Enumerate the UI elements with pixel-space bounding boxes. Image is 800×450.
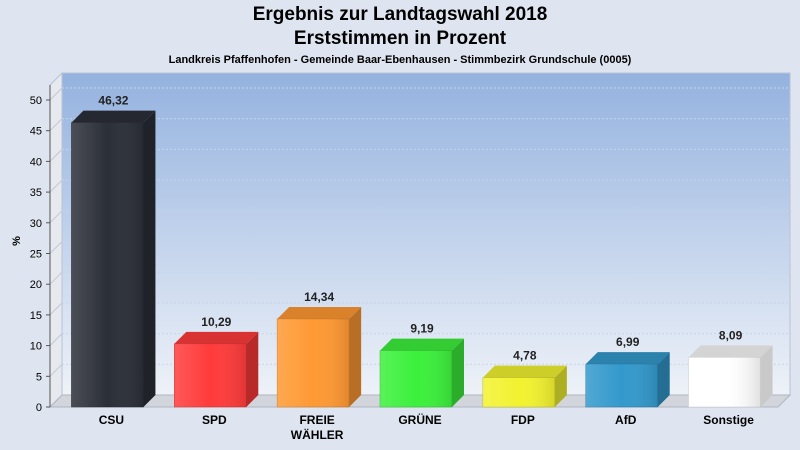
y-axis-label: % (11, 236, 23, 246)
gridline-side (49, 302, 63, 316)
bar-side (143, 110, 156, 407)
gridlines (49, 87, 790, 377)
x-tick-label: FDP (511, 413, 535, 427)
bar-shading (585, 364, 658, 407)
gridline-side (49, 271, 63, 285)
bar-shading (482, 377, 555, 407)
y-tick-label: 35 (30, 187, 42, 199)
bar-top (585, 352, 670, 365)
x-tick-label: GRÜNE (398, 412, 441, 427)
gridline-side (49, 210, 63, 224)
bar-side (657, 352, 670, 407)
gridline-side (49, 118, 63, 132)
gridline-side (49, 87, 63, 101)
gridline-side (49, 363, 63, 377)
gridline-side (49, 179, 63, 193)
bar-shading (688, 357, 761, 407)
data-label: 10,29 (201, 315, 231, 329)
y-tick-label: 0 (36, 402, 42, 414)
data-label: 14,34 (304, 290, 334, 304)
x-tick-label: FREIE WÄHLER (291, 413, 344, 442)
bar-top (71, 110, 156, 123)
bar (585, 352, 670, 408)
bars (71, 110, 773, 408)
bar-shading (174, 343, 247, 407)
data-label: 8,09 (719, 328, 743, 342)
gridline-side (49, 241, 63, 254)
bar (174, 331, 259, 408)
y-tick-label: 25 (30, 249, 42, 261)
y-tick-label: 30 (30, 218, 42, 230)
data-label: 9,19 (410, 322, 434, 336)
x-tick-label: CSU (99, 413, 124, 427)
bar-top (277, 306, 362, 319)
bar (482, 365, 567, 408)
bar-top (482, 365, 567, 378)
bar-top (174, 331, 259, 344)
y-tick-label: 10 (30, 341, 42, 353)
y-tick-label: 50 (30, 95, 42, 107)
bar-shading (380, 350, 452, 407)
y-tick-label: 15 (30, 310, 42, 322)
y-tick-label: 40 (30, 156, 42, 168)
bar (71, 110, 156, 408)
bar (688, 345, 773, 408)
y-tick-label: 5 (36, 371, 42, 383)
data-label: 4,78 (513, 349, 537, 363)
bar-top (688, 345, 773, 358)
chart-title-line2: Erststimmen in Prozent (293, 28, 507, 49)
labels: 46,32 CSU 10,29 SPD 14,34 FREIE WÄHLER 9,19 GRÜN… (98, 94, 754, 442)
bar-side (760, 345, 773, 407)
bar-side (246, 331, 259, 407)
x-tick-label: Sonstige (703, 413, 754, 427)
data-label: 6,99 (616, 335, 640, 349)
bar-side (554, 365, 567, 407)
x-tick-label: SPD (202, 413, 227, 427)
bar-top (380, 338, 464, 351)
x-tick-label: AfD (615, 413, 637, 427)
data-label: 46,32 (98, 94, 128, 108)
y-tick-label: 45 (30, 126, 42, 138)
chart-title: Ergebnis zur Landtagswahl 2018 (252, 4, 548, 25)
bar (379, 338, 464, 408)
y-axis: 0 5 10 15 20 25 30 35 40 45 50% (11, 85, 51, 414)
bar-shading (71, 122, 144, 407)
bar-shading (277, 318, 350, 407)
bar (276, 306, 362, 408)
y-tick-label: 20 (30, 279, 42, 291)
plot-side-wall (49, 71, 63, 409)
gridline-side (49, 149, 63, 162)
chart-subtitle: Landkreis Pfaffenhofen - Gemeinde Baar-E… (168, 54, 632, 66)
bar-side (349, 306, 362, 407)
gridline-side (49, 333, 63, 346)
bar-side (452, 338, 464, 407)
